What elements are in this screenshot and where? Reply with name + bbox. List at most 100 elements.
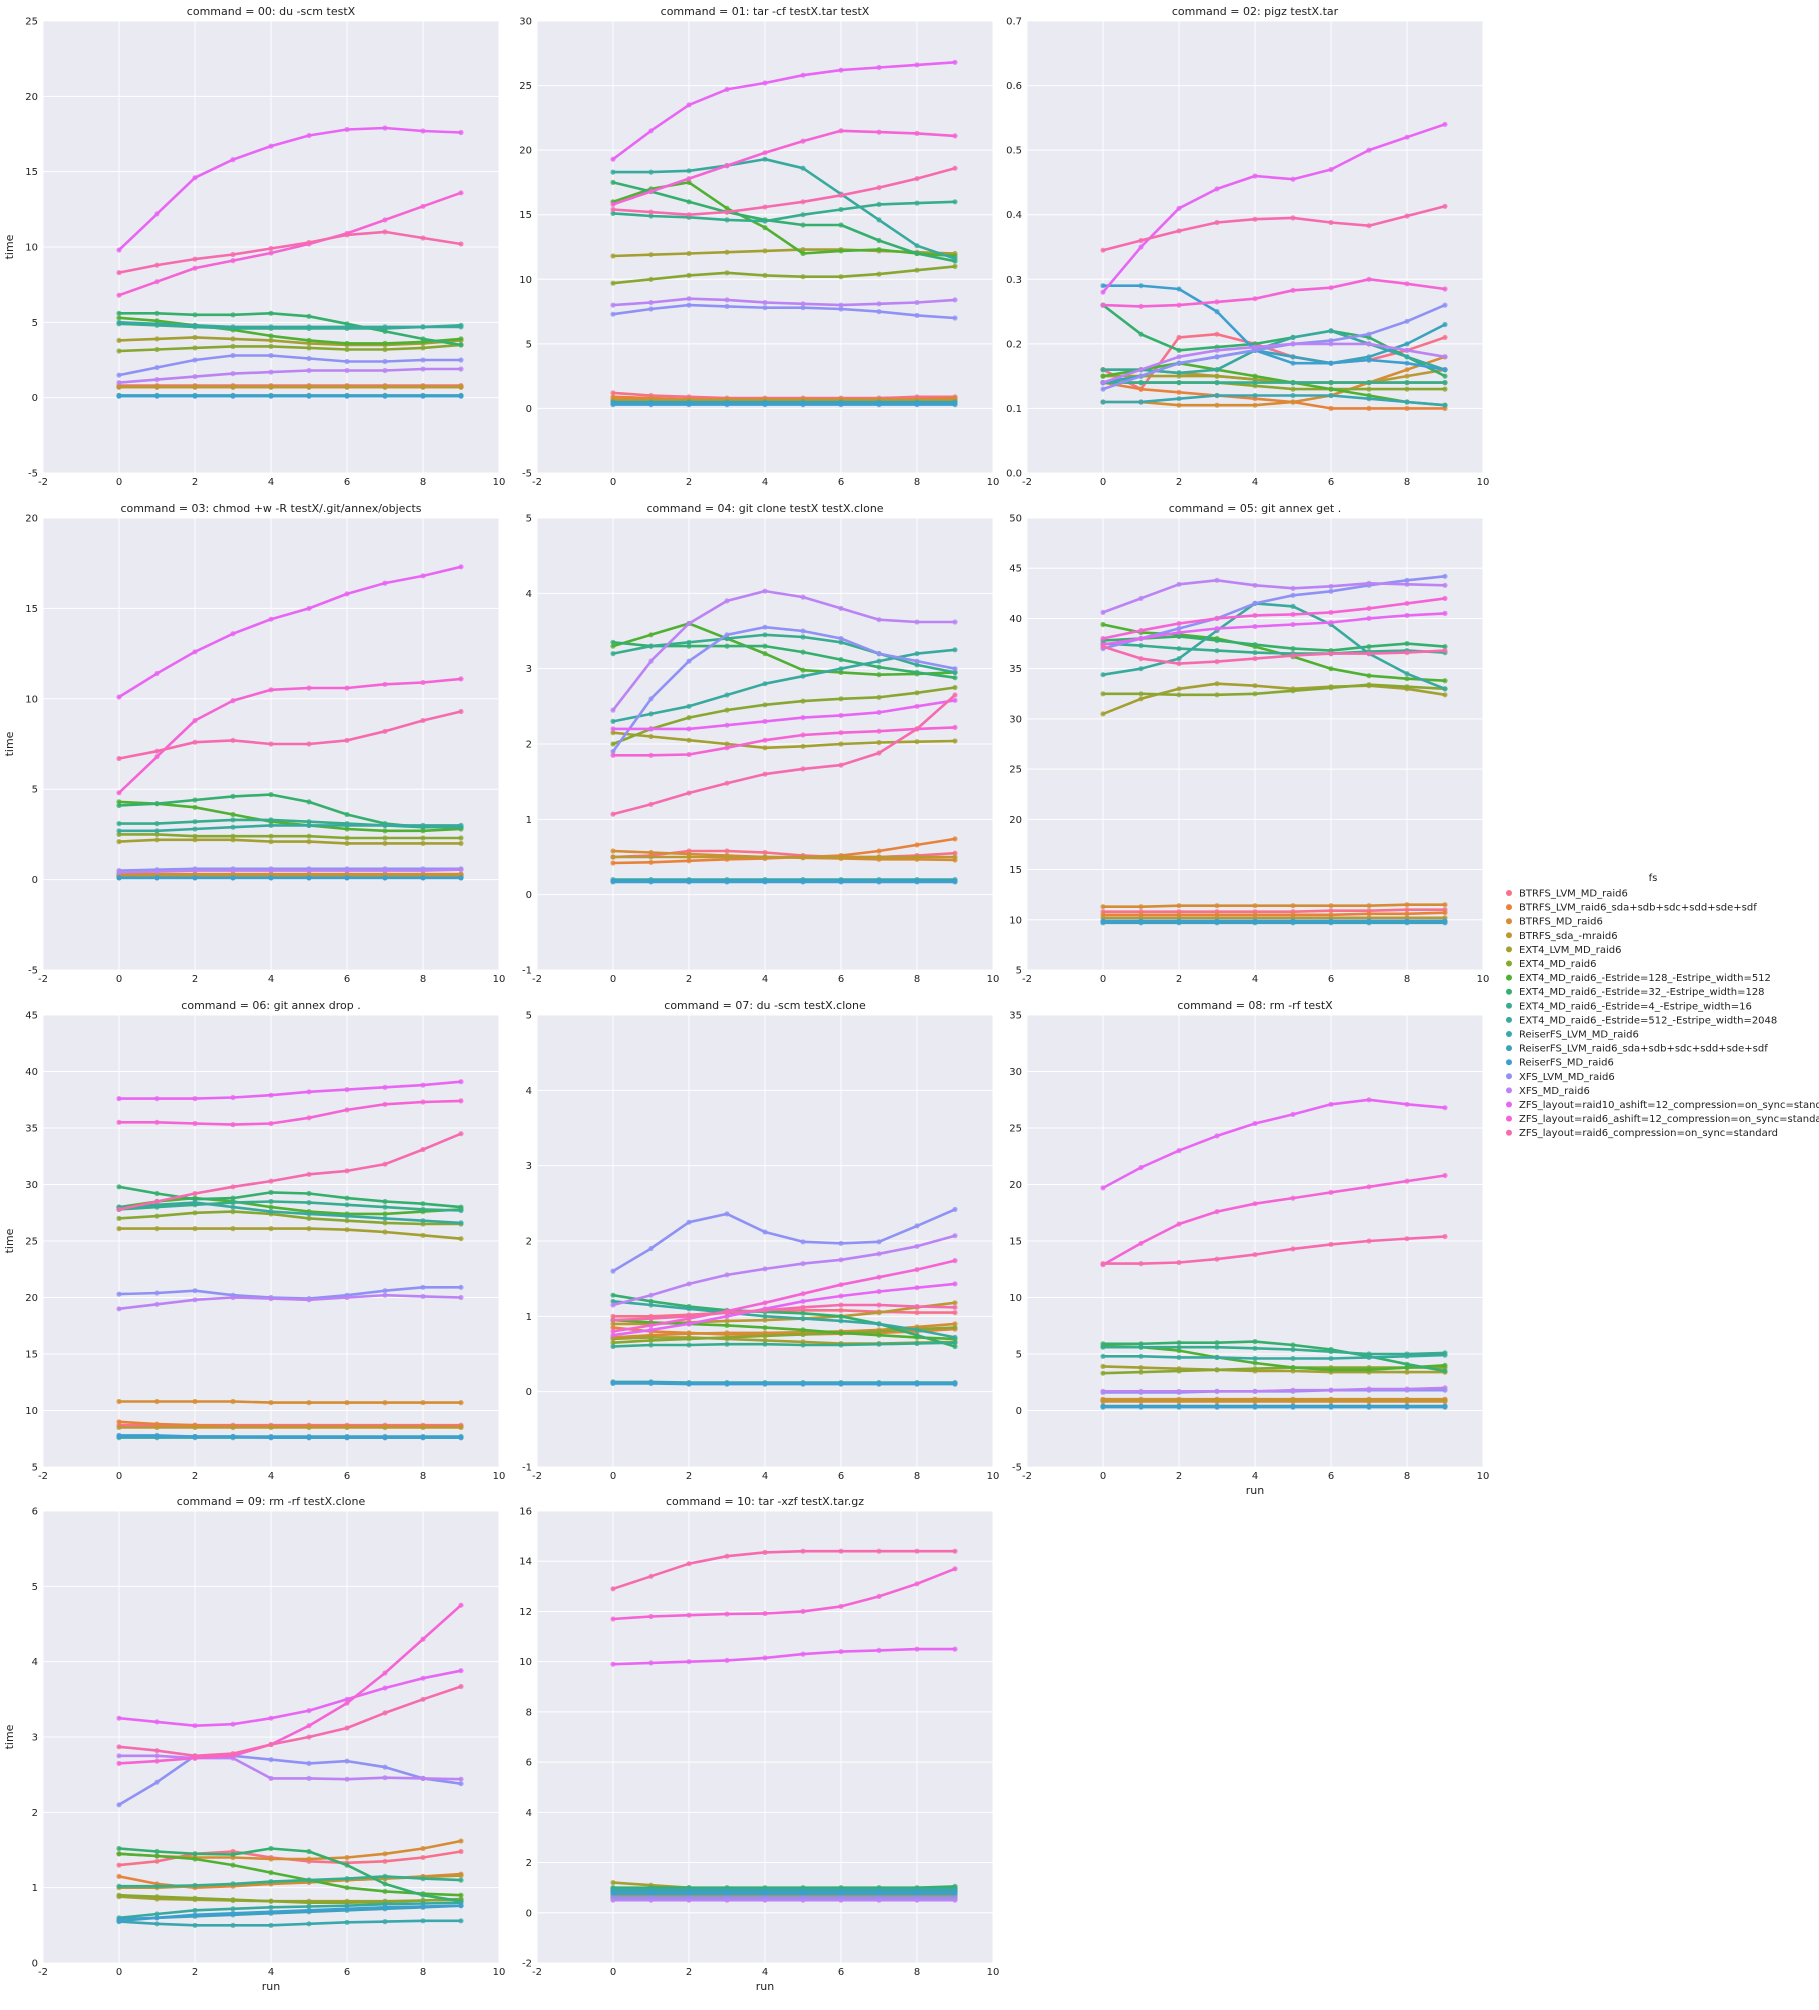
series (610, 1548, 958, 1592)
series (116, 837, 464, 847)
data-point (610, 1302, 616, 1308)
series (610, 1566, 958, 1622)
data-point (1138, 1261, 1144, 1267)
data-point (192, 797, 198, 803)
data-point (382, 822, 388, 829)
data-point (1366, 1404, 1372, 1410)
legend-marker (1506, 1073, 1512, 1080)
data-point (724, 402, 730, 408)
x-tick-label: 2 (686, 974, 692, 985)
data-point (1100, 635, 1106, 642)
data-point (420, 324, 426, 330)
data-point (1252, 600, 1258, 607)
data-point (800, 1548, 806, 1554)
x-tick-label: 8 (914, 1471, 920, 1482)
data-point (952, 133, 958, 139)
series-line (117, 1099, 463, 1126)
data-point (1176, 228, 1182, 234)
data-point (116, 310, 122, 316)
data-point (800, 1261, 806, 1267)
data-point (1404, 1397, 1410, 1403)
series-line (611, 1647, 957, 1666)
series-line (611, 625, 957, 753)
data-point (192, 1907, 198, 1913)
data-point (230, 811, 236, 818)
legend-label: BTRFS_LVM_raid6_sda+sdb+sdc+sdd+sde+sdf (1519, 903, 1757, 914)
data-point (1176, 646, 1182, 652)
data-point (268, 1922, 274, 1928)
data-point (154, 1198, 160, 1205)
data-point (610, 1616, 616, 1622)
data-point (724, 1272, 730, 1278)
y-tick-label: 35 (1009, 1011, 1022, 1022)
data-point (952, 402, 958, 408)
data-point (686, 1219, 692, 1225)
data-point (1328, 328, 1334, 334)
data-point (1176, 1259, 1182, 1266)
y-tick-label: 10 (25, 1406, 38, 1417)
data-point (1176, 360, 1182, 366)
data-point (230, 1294, 236, 1301)
legend-label: ReiserFS_MD_raid6 (1519, 1058, 1614, 1069)
data-point (952, 59, 958, 65)
data-point (382, 324, 388, 330)
data-point (686, 703, 692, 709)
series-line (117, 1847, 463, 1903)
data-point (344, 685, 350, 691)
x-tick-label: 10 (987, 477, 1000, 488)
data-point (762, 624, 768, 630)
series (1100, 1233, 1448, 1267)
data-point (268, 1775, 274, 1781)
legend-label: BTRFS_LVM_MD_raid6 (1519, 889, 1628, 900)
data-point (1176, 918, 1182, 924)
data-point (762, 402, 768, 408)
data-point (952, 619, 958, 625)
series-line (1101, 597, 1447, 640)
series-line (611, 1382, 957, 1386)
y-tick-label: 14 (519, 1557, 532, 1568)
data-point (382, 1101, 388, 1107)
data-point (268, 839, 274, 845)
data-point (838, 657, 844, 663)
data-point (762, 1549, 768, 1555)
data-point (1252, 582, 1258, 588)
y-tick-label: 45 (25, 1011, 38, 1022)
y-tick-label: 45 (1009, 564, 1022, 575)
data-point (1100, 247, 1106, 253)
data-point (610, 707, 616, 713)
data-point (420, 1918, 426, 1924)
data-point (762, 150, 768, 156)
series-line (611, 1293, 957, 1348)
data-point (1442, 386, 1448, 392)
data-point (724, 848, 730, 854)
data-point (458, 1873, 464, 1879)
data-point (1214, 1340, 1220, 1346)
series (610, 1258, 958, 1334)
data-point (382, 1670, 388, 1676)
series-line (611, 726, 957, 757)
series (116, 1432, 464, 1441)
series (116, 831, 464, 841)
data-point (306, 1708, 312, 1714)
data-point (1176, 1368, 1182, 1374)
data-point (1138, 1240, 1144, 1246)
data-point (116, 292, 122, 298)
data-point (306, 1921, 312, 1927)
data-point (800, 594, 806, 600)
data-point (1252, 216, 1258, 222)
y-axis-label: time (3, 1724, 16, 1749)
data-point (1404, 600, 1410, 607)
data-point (686, 250, 692, 257)
data-point (1290, 354, 1296, 360)
data-point (116, 270, 122, 276)
data-point (1100, 1185, 1106, 1191)
data-point (1442, 1385, 1448, 1391)
data-point (344, 1758, 350, 1764)
data-point (1442, 610, 1448, 617)
data-point (952, 1206, 958, 1212)
x-tick-label: 10 (493, 1471, 506, 1482)
data-point (1328, 285, 1334, 291)
data-point (876, 658, 882, 664)
